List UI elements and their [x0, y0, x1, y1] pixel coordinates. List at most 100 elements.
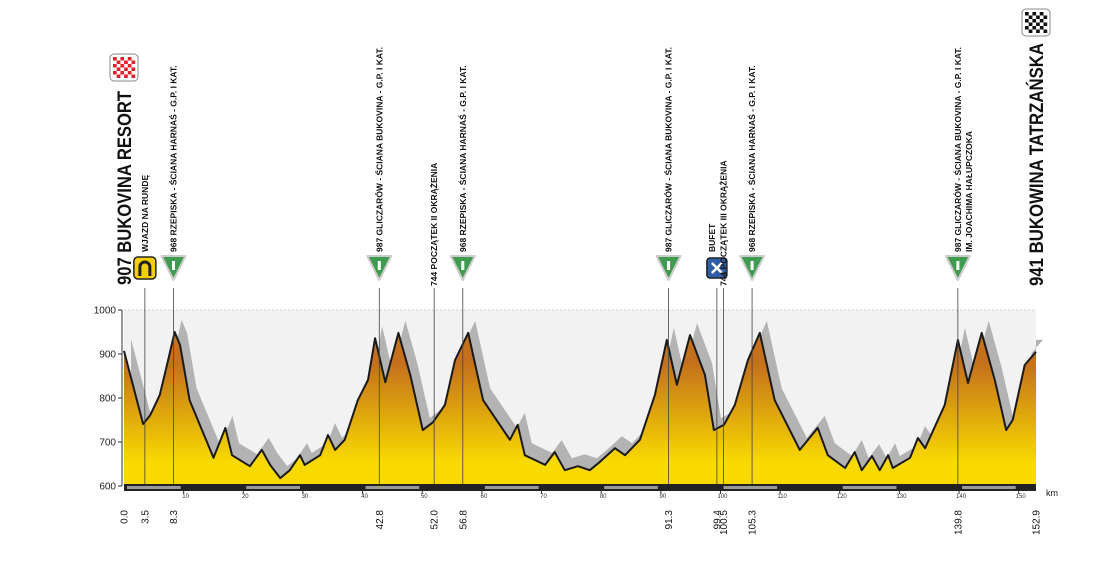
km-strip-segment	[246, 486, 300, 489]
flag-check	[124, 60, 128, 64]
x-tick-label: 70	[540, 494, 547, 500]
km-label: 139.8	[953, 510, 964, 535]
point-icon	[739, 255, 766, 281]
x-tick-label: 110	[777, 494, 787, 500]
km-strip-segment	[127, 486, 181, 489]
x-tick-label: 30	[302, 494, 309, 500]
endpoint-label: 907 BUKOVINA RESORT	[115, 91, 136, 285]
entry-icon-glyph	[138, 260, 152, 276]
flag-check	[1025, 19, 1029, 23]
point-icon	[133, 256, 157, 280]
flag-check	[116, 74, 121, 78]
km-label: 52.0	[430, 510, 441, 530]
x-tick-label: 100	[717, 494, 728, 500]
x-tick-label: 80	[600, 494, 607, 500]
point-label: WJAZD NA RUNDĘ	[140, 175, 150, 252]
y-tick-label: 700	[99, 438, 116, 449]
flag-check	[127, 71, 132, 75]
point-label: 744 POCZĄTEK II OKRĄŻENIA	[429, 163, 439, 286]
flag-check	[1025, 12, 1029, 16]
km-label: 105.3	[748, 510, 759, 535]
x-tick-label: 130	[896, 494, 907, 500]
flag-check	[116, 67, 121, 71]
point-label: 987 GLICZARÓW - ŚCIANA BUKOVINA - G.P. I…	[373, 47, 384, 252]
flag-check	[1025, 26, 1029, 30]
flag-check	[1028, 29, 1033, 33]
x-tick-label: 20	[242, 494, 249, 500]
point-icon	[160, 255, 187, 281]
x-tick-label: 150	[1016, 494, 1027, 500]
x-tick-label: 120	[837, 494, 848, 500]
km-label: 100.5	[719, 510, 730, 535]
flag-check	[1028, 22, 1033, 26]
entry-icon	[133, 256, 157, 280]
flag-check	[1043, 15, 1048, 19]
profile-line	[123, 331, 1037, 480]
point-icon	[706, 257, 728, 279]
km-label: 99.4	[712, 510, 723, 530]
point-label: 968 RZEPISKA - ŚCIANA HARNAŚ - G.P. I KA…	[746, 65, 757, 252]
flag-check	[131, 60, 136, 64]
flag-check	[113, 64, 117, 68]
point-label: 987 GLICZARÓW - ŚCIANA BUKOVINA - G.P. I…	[663, 47, 674, 252]
flag-check	[127, 57, 132, 61]
km-strip-segment	[842, 486, 897, 489]
point-label: 987 GLICZARÓW - ŚCIANA BUKOVINA - G.P. I…	[952, 47, 963, 252]
km-label: 8.3	[169, 510, 180, 524]
km-label: 42.8	[375, 510, 386, 530]
flag-check	[120, 64, 125, 68]
point-icon	[655, 255, 682, 281]
x-tick-label: 10	[182, 494, 189, 500]
flag-check	[124, 67, 128, 71]
flag-check	[113, 57, 117, 61]
x-tick-label: 60	[481, 494, 488, 500]
flag-check	[127, 64, 132, 68]
flag-check	[1036, 22, 1040, 26]
flag-check	[1039, 26, 1044, 30]
climb-icon-bar	[750, 261, 754, 270]
flag-check	[120, 57, 125, 61]
km-label: 0.0	[120, 510, 131, 524]
y-tick-label: 1000	[94, 306, 117, 317]
km-label: 56.8	[458, 510, 469, 530]
km-strip-segment	[604, 486, 658, 489]
y-tick-label: 900	[99, 350, 116, 361]
flag-icon	[1021, 8, 1051, 37]
flag-check	[1028, 15, 1033, 19]
point-icon	[944, 255, 971, 281]
flag-check	[131, 74, 136, 78]
flag-check	[116, 60, 121, 64]
km-strip	[124, 484, 1036, 491]
point-label: BUFET	[707, 223, 717, 252]
km-strip-segment	[723, 486, 778, 489]
point-label: 968 RZEPISKA - ŚCIANA HARNAŚ - G.P. I KA…	[168, 65, 179, 252]
climb-icon-bar	[956, 261, 960, 270]
flag-check	[1039, 19, 1044, 23]
flag-check	[131, 67, 136, 71]
x-tick-label: 40	[361, 494, 368, 500]
flag-check	[1043, 22, 1048, 26]
y-tick-label: 800	[99, 394, 116, 405]
x-tick-label: 90	[659, 494, 666, 500]
climb-icon-bar	[461, 261, 465, 270]
km-label: 3.5	[140, 510, 151, 524]
flag-check	[1043, 29, 1048, 33]
feed-icon-glyph	[711, 262, 723, 274]
km-strip-segment	[484, 486, 539, 489]
x-tick-label: 140	[956, 494, 967, 500]
point-label: 744 POCZĄTEK III OKRĄŻENIA	[718, 160, 728, 286]
flag-icon	[109, 53, 139, 82]
flag-check	[124, 74, 128, 78]
flag-check	[113, 71, 117, 75]
point-icon	[366, 255, 393, 281]
flag-check	[1039, 12, 1044, 16]
climb-icon-bar	[172, 261, 176, 270]
climb-icon-bar	[667, 261, 671, 270]
flag-check	[1032, 26, 1037, 30]
flag-check	[1036, 29, 1040, 33]
km-label: 91.3	[664, 510, 675, 530]
climb-icon-bar	[377, 261, 381, 270]
km-strip-segment	[962, 486, 1016, 489]
